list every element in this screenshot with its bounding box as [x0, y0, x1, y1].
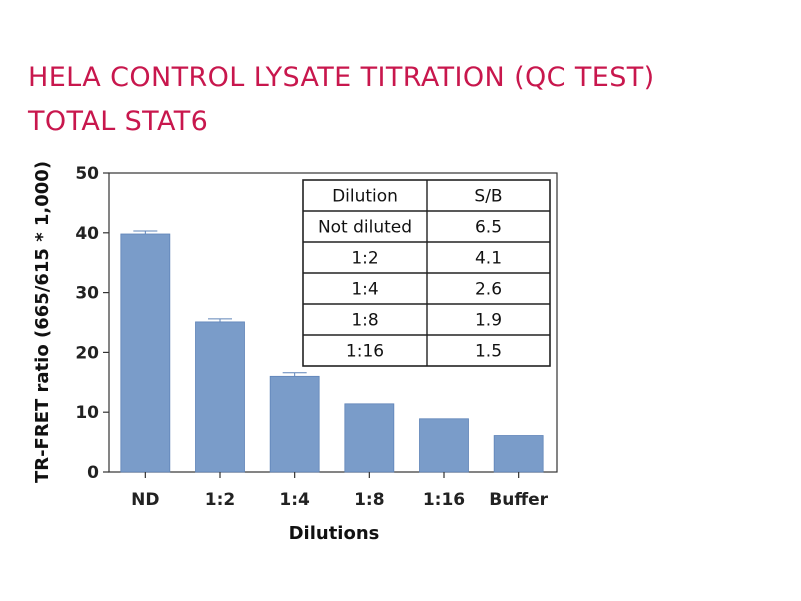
chart-title-line-2: TOTAL STAT6 [28, 106, 209, 137]
table-cell-4-0: 1:16 [346, 342, 384, 362]
table-cell-4-1: 1.5 [475, 342, 502, 362]
table-cell-0-1: 6.5 [475, 218, 502, 238]
y-axis-ticks: 0 10 20 30 40 50 [75, 164, 109, 483]
y-tick-label-0: 0 [87, 463, 99, 483]
table-cell-1-0: 1:2 [351, 249, 378, 269]
bar-3 [344, 403, 395, 473]
y-axis-label: TR-FRET ratio (665/615 * 1,000) [32, 161, 53, 483]
bar-0 [120, 233, 171, 473]
table-cell-0-0: Not diluted [318, 218, 412, 238]
bar-2 [269, 375, 320, 473]
table-cell-3-0: 1:8 [351, 311, 378, 331]
bar-1 [195, 321, 245, 473]
plot-frame [108, 172, 558, 473]
table-cell-2-1: 2.6 [475, 280, 502, 300]
table-header-0: Dilution [332, 187, 398, 207]
x-tick-label-0: ND [131, 490, 159, 510]
x-tick-label-2: 1:4 [279, 490, 310, 510]
x-tick-label-3: 1:8 [354, 490, 384, 510]
y-tick-label-5: 50 [75, 164, 99, 184]
chart-title-line-1: HELA CONTROL LYSATE TITRATION (QC TEST) [28, 62, 655, 93]
bars [120, 230, 544, 473]
table-cell-2-0: 1:4 [351, 280, 378, 300]
bar-5 [493, 435, 544, 473]
bar-4 [419, 418, 469, 473]
y-tick-label-1: 10 [75, 403, 99, 423]
table-header-1: S/B [474, 187, 502, 207]
sb-table: Dilution S/B Not diluted 6.5 1:2 4.1 1:4 2.6 1:8… [302, 179, 551, 367]
table-cell-3-1: 1.9 [475, 311, 502, 331]
plot-area [108, 172, 558, 473]
x-tick-label-1: 1:2 [205, 490, 235, 510]
y-tick-label-4: 40 [75, 224, 99, 244]
table-cell-1-1: 4.1 [475, 249, 502, 269]
x-tick-label-4: 1:16 [423, 490, 465, 510]
x-axis-label: Dilutions [289, 523, 380, 544]
y-tick-label-2: 20 [75, 343, 99, 363]
x-tick-label-5: Buffer [489, 490, 548, 510]
x-axis-ticks: ND 1:2 1:4 1:8 1:16 Buffer [131, 472, 549, 510]
y-tick-label-3: 30 [75, 284, 99, 304]
